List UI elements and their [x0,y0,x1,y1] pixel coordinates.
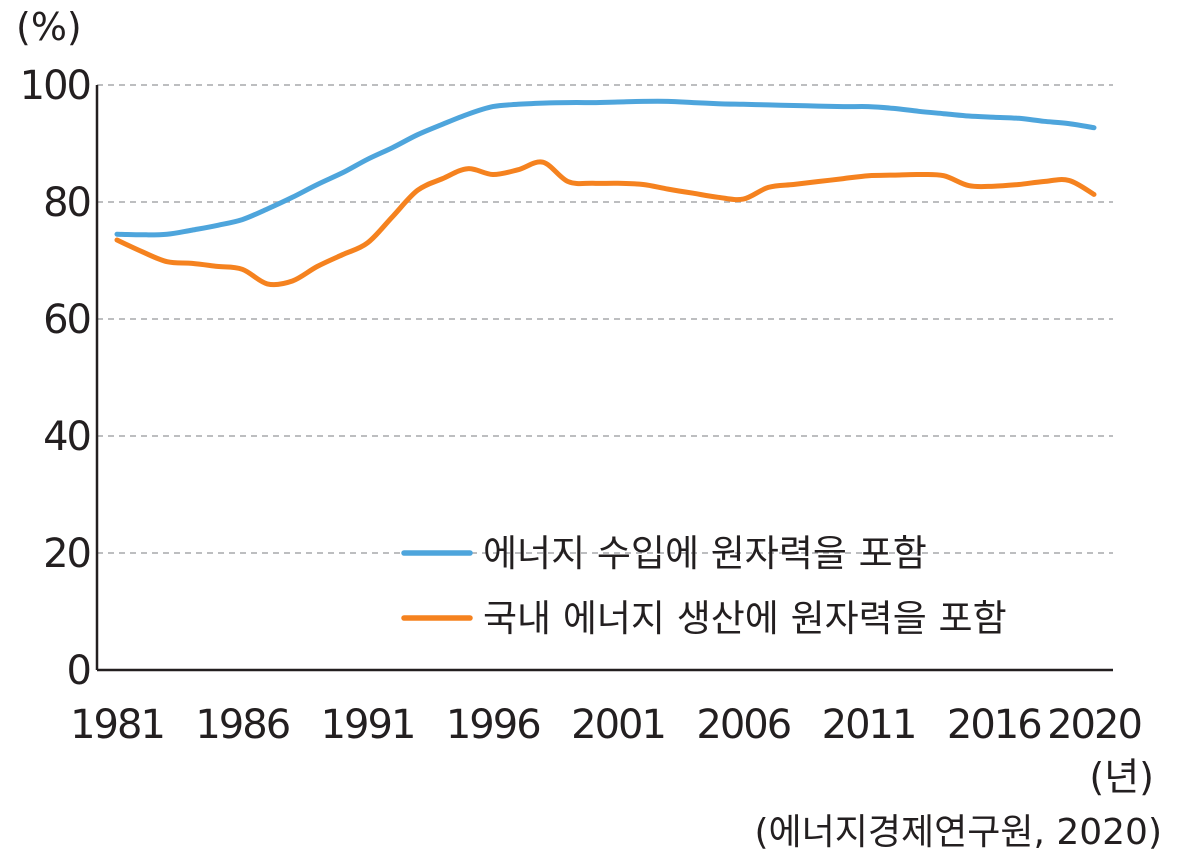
x-unit-label: (년) [1089,755,1154,799]
y-tick-label: 80 [43,180,90,226]
x-tick-label: 2001 [571,702,665,748]
axes [95,85,1113,672]
source-note: (에너지경제연구원, 2020) [754,812,1162,853]
y-tick-labels: 0 20 40 60 80 100 [20,63,92,694]
x-tick-labels: 1981 1986 1991 1996 2001 2006 2011 2016 2020 [70,702,1143,748]
x-tick-label: 2011 [822,702,916,748]
legend-label-domestic: 국내 에너지 생산에 원자력을 포함 [483,597,1007,640]
legend-label-import: 에너지 수입에 원자력을 포함 [483,532,927,575]
x-tick-label: 1981 [70,702,164,748]
y-tick-label: 40 [43,414,90,460]
x-tick-label: 1996 [446,702,540,748]
x-tick-label: 1986 [195,702,289,748]
x-tick-label: 2016 [947,702,1041,748]
series-lines [114,98,1097,288]
y-unit-label: (%) [16,5,82,49]
series-line-1 [114,159,1097,288]
y-tick-label: 100 [20,63,90,109]
x-tick-label: 2020 [1047,702,1141,748]
y-tick-label: 0 [67,648,90,694]
series-line-0 [114,98,1097,238]
legend: 에너지 수입에 원자력을 포함 국내 에너지 생산에 원자력을 포함 [401,532,1007,640]
y-tick-label: 60 [43,297,90,343]
x-tick-label: 2006 [696,702,790,748]
y-tick-label: 20 [43,531,90,577]
gridlines [97,84,1113,554]
x-tick-label: 1991 [321,702,415,748]
